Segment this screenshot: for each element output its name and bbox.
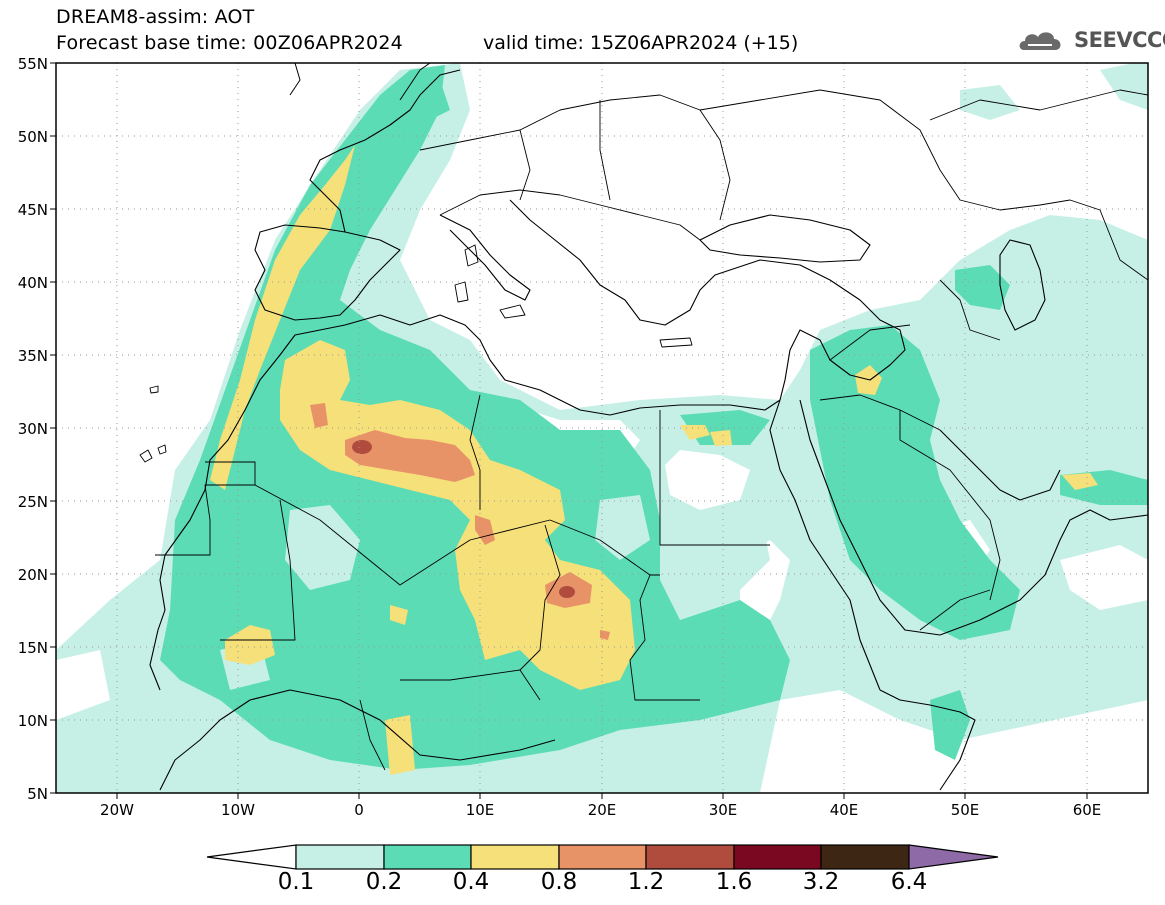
colorbar-label: 0.8 <box>540 869 578 895</box>
colorbar-label: 1.2 <box>627 869 665 895</box>
lat-label: 10N <box>17 712 48 730</box>
colorbar-under-triangle <box>206 844 297 870</box>
lat-label: 55N <box>17 55 48 73</box>
lat-label: 45N <box>17 201 48 219</box>
colorbar-label: 0.4 <box>452 869 490 895</box>
cloud-logo-icon <box>1019 32 1061 50</box>
lat-label: 25N <box>17 493 48 511</box>
lat-label: 30N <box>17 420 48 438</box>
colorbar-swatch-1-2 <box>645 844 735 870</box>
colorbar-label: 6.4 <box>890 869 928 895</box>
lon-label: 10E <box>465 801 495 819</box>
map-gridlines <box>56 63 1148 793</box>
colorbar-swatch-0-1 <box>295 844 385 870</box>
map-title: DREAM8-assim: AOT <box>56 6 255 28</box>
colorbar-swatch-0-4 <box>470 844 560 870</box>
colorbar-swatch-0-8 <box>558 844 647 870</box>
lon-label: 20E <box>587 801 617 819</box>
lon-label: 20W <box>100 801 134 819</box>
lon-label: 0 <box>354 801 364 819</box>
coastlines-and-borders <box>139 63 1148 791</box>
logo-text: SEEVCCC <box>1074 28 1165 52</box>
colorbar-swatch-1-6 <box>733 844 822 870</box>
colorbar-label: 3.2 <box>802 869 840 895</box>
lon-label: 60E <box>1072 801 1102 819</box>
aot-level-1-2-areas <box>352 440 575 598</box>
lat-label: 40N <box>17 274 48 292</box>
forecast-valid-time: valid time: 15Z06APR2024 (+15) <box>483 32 799 54</box>
lon-label: 40E <box>829 801 859 819</box>
forecast-base-time: Forecast base time: 00Z06APR2024 <box>56 32 403 54</box>
colorbar-swatch-0-2 <box>383 844 472 870</box>
lat-label: 50N <box>17 128 48 146</box>
lat-label: 15N <box>17 639 48 657</box>
colorbar-over-triangle <box>908 844 999 870</box>
colorbar-label: 0.2 <box>365 869 403 895</box>
lat-label: 20N <box>17 566 48 584</box>
colorbar-label: 1.6 <box>715 869 753 895</box>
lat-label: 35N <box>17 347 48 365</box>
lon-label: 50E <box>950 801 980 819</box>
lon-label: 30E <box>708 801 738 819</box>
colorbar-label: 0.1 <box>277 869 315 895</box>
colorbar-swatch-3-2 <box>820 844 910 870</box>
map-ticks <box>50 62 1088 799</box>
lon-label: 10W <box>221 801 255 819</box>
colorbar <box>206 844 999 870</box>
lat-label: 5N <box>27 785 48 803</box>
